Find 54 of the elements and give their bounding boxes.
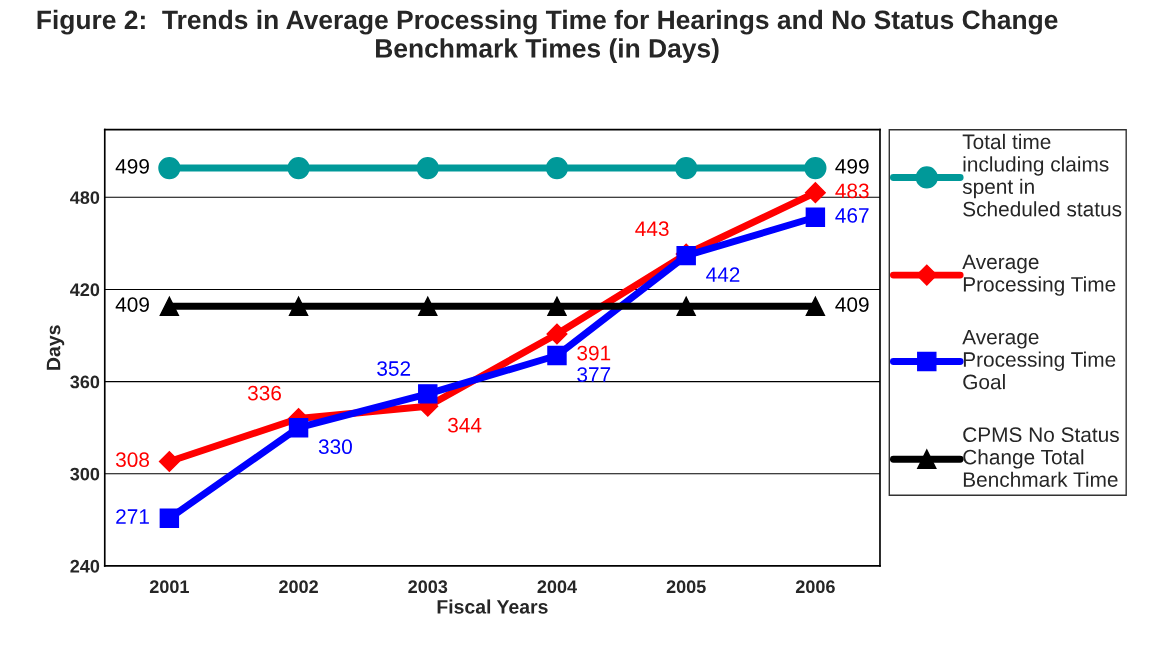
x-tick-label: 2006 [795, 580, 835, 594]
data-label: 443 [635, 221, 669, 237]
y-tick-label: 480 [70, 191, 100, 204]
data-label: 483 [835, 183, 869, 199]
point [805, 207, 826, 227]
data-label: 467 [835, 208, 869, 223]
data-label: 442 [706, 267, 740, 282]
chart-title: Figure 2: Trends in Average Processing Time for Hearings and No Status Change Benchmark Times (in Days) [37, 9, 1058, 63]
point [288, 296, 309, 317]
data-label: 352 [377, 361, 411, 376]
x-tick-label: 2001 [149, 580, 189, 594]
point [416, 156, 439, 180]
point [805, 296, 826, 317]
point [546, 323, 568, 345]
data-label: 271 [116, 509, 149, 524]
data-label: 409 [835, 297, 869, 312]
x-tick-label: 2004 [537, 580, 577, 594]
x-tick-label: 2003 [408, 580, 448, 594]
data-label: 499 [115, 158, 149, 174]
y-tick-label: 420 [70, 283, 100, 297]
legend-label: Average Processing Time [962, 254, 1116, 296]
point [159, 508, 180, 529]
point [288, 417, 309, 438]
data-label: 391 [577, 345, 611, 361]
data-label: 308 [115, 452, 150, 468]
data-label: 330 [318, 439, 352, 455]
data-label: 344 [448, 417, 482, 433]
data-label: 377 [577, 367, 611, 382]
point [158, 156, 181, 180]
y-tick-label: 360 [70, 375, 100, 389]
point [804, 156, 827, 180]
data-label: 499 [835, 158, 869, 174]
point [287, 156, 310, 180]
point [547, 345, 567, 366]
x-axis-title: Fiscal Years [437, 599, 548, 614]
x-tick-label: 2002 [279, 580, 318, 594]
data-label: 336 [247, 385, 281, 401]
point [545, 156, 569, 180]
point [547, 296, 567, 317]
point [418, 296, 438, 317]
legend-label: Average Processing Time Goal [962, 329, 1116, 390]
point [159, 296, 180, 317]
point [418, 384, 438, 404]
y-tick-label: 300 [70, 467, 100, 481]
point [158, 450, 180, 472]
x-tick-label: 2005 [666, 580, 706, 594]
y-tick-label: 240 [70, 559, 100, 573]
data-label: 409 [115, 297, 149, 312]
legend-label: CPMS No Status Change Total Benchmark Time [963, 427, 1119, 487]
point [676, 296, 696, 317]
y-axis-title: Days [46, 325, 65, 370]
point [675, 156, 698, 180]
point [804, 182, 826, 204]
legend-label: Total time including claims spent in Scheduled status [962, 133, 1122, 217]
